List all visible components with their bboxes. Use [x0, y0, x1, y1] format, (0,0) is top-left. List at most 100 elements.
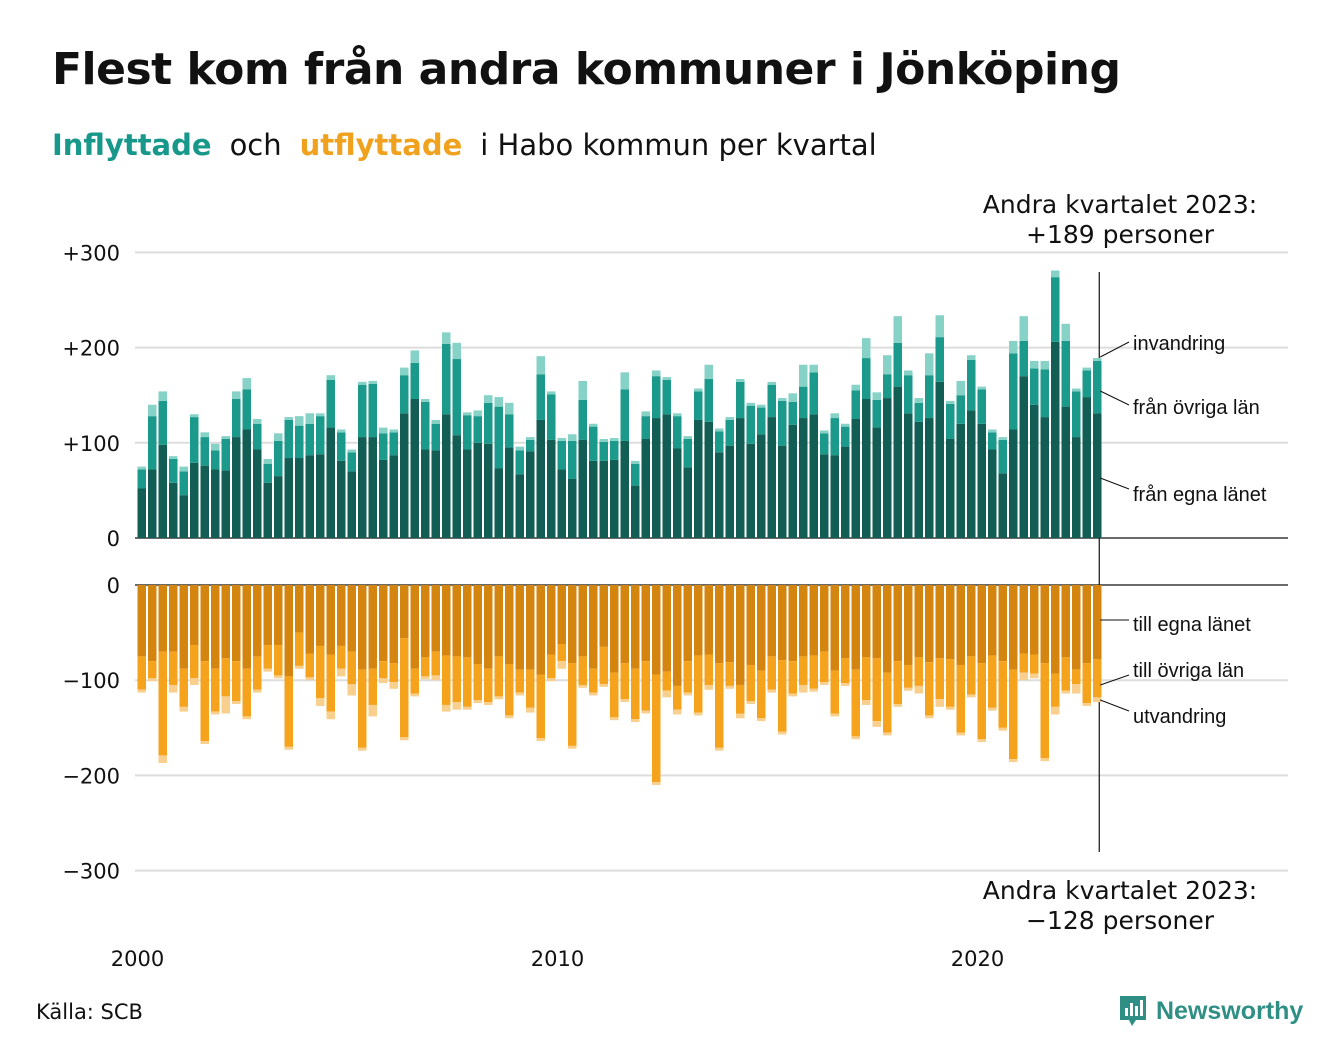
- bar-out-utvandring: [337, 668, 346, 677]
- bar-in-ovriga: [883, 374, 892, 399]
- bar-in-egna: [904, 413, 913, 538]
- subtitle-utflyttade: utflyttade: [299, 128, 463, 162]
- bar-in-egna: [1051, 341, 1060, 538]
- bar-in-invandring: [715, 428, 724, 432]
- bar-in-egna: [347, 471, 356, 538]
- bar-in-egna: [274, 476, 283, 538]
- bar-out-ovriga: [725, 662, 734, 686]
- bar-out-utvandring: [715, 747, 724, 751]
- bar-out-utvandring: [683, 692, 692, 696]
- bar-out-egna: [599, 585, 608, 647]
- bar-in-ovriga: [788, 401, 797, 425]
- bar-out-ovriga: [158, 651, 167, 756]
- bar-in-egna: [610, 459, 619, 538]
- bar-out-ovriga: [610, 672, 619, 718]
- bar-out-ovriga: [1082, 663, 1091, 704]
- bar-in-invandring: [179, 466, 188, 472]
- bar-out-egna: [1072, 585, 1081, 670]
- bar-in-invandring: [883, 355, 892, 375]
- bar-in-ovriga: [599, 441, 608, 461]
- bar-out-egna: [1082, 585, 1091, 664]
- bar-in-invandring: [778, 398, 787, 401]
- bar-in-egna: [652, 418, 661, 538]
- bar-in-ovriga: [946, 403, 955, 439]
- bar-out-ovriga: [662, 671, 671, 691]
- bar-in-invandring: [757, 404, 766, 408]
- bar-in-invandring: [568, 434, 577, 441]
- bar-out-egna: [536, 585, 545, 675]
- annotation-bottom: Andra kvartalet 2023: −128 personer: [960, 876, 1280, 936]
- bar-in-egna: [799, 418, 808, 538]
- bar-in-egna: [494, 468, 503, 538]
- bar-in-invandring: [862, 338, 871, 359]
- bar-out-ovriga: [998, 661, 1007, 728]
- bar-in-invandring: [515, 446, 524, 451]
- bar-in-ovriga: [358, 384, 367, 438]
- bar-out-ovriga: [515, 669, 524, 693]
- bar-in-ovriga: [442, 343, 451, 415]
- chart-subtitle: Inflyttade och utflyttade i Habo kommun per…: [52, 128, 895, 162]
- bar-in-ovriga: [326, 379, 335, 428]
- bar-out-ovriga: [1040, 663, 1049, 759]
- bar-in-ovriga: [904, 375, 913, 414]
- bar-in-ovriga: [725, 419, 734, 446]
- bar-out-egna: [641, 585, 650, 662]
- bar-in-invandring: [1051, 270, 1060, 278]
- bar-in-ovriga: [662, 379, 671, 415]
- bar-in-egna: [316, 454, 325, 538]
- bar-in-invandring: [799, 364, 808, 387]
- bar-in-ovriga: [473, 416, 482, 443]
- bar-in-egna: [536, 419, 545, 538]
- bar-out-egna: [326, 585, 335, 655]
- bar-in-egna: [568, 478, 577, 538]
- bar-in-egna: [715, 452, 724, 538]
- bar-out-ovriga: [778, 660, 787, 732]
- bar-in-invandring: [505, 402, 514, 415]
- series-label-in-2: från egna länet: [1133, 484, 1267, 506]
- bar-in-invandring: [1040, 360, 1049, 370]
- bar-in-ovriga: [1061, 340, 1070, 407]
- bar-in-ovriga: [956, 395, 965, 424]
- bar-in-ovriga: [862, 358, 871, 400]
- bar-out-egna: [400, 585, 409, 639]
- bar-out-ovriga: [883, 672, 892, 733]
- bar-out-ovriga: [977, 663, 986, 740]
- bar-out-utvandring: [736, 713, 745, 719]
- bar-in-ovriga: [694, 391, 703, 420]
- bar-out-ovriga: [862, 657, 871, 701]
- bar-out-utvandring: [631, 719, 640, 723]
- bar-out-utvandring: [379, 678, 388, 684]
- bar-in-egna: [757, 434, 766, 538]
- bar-out-egna: [631, 585, 640, 669]
- bar-in-ovriga: [820, 433, 829, 455]
- bar-in-egna: [851, 419, 860, 538]
- bar-out-utvandring: [515, 692, 524, 696]
- bar-out-ovriga: [620, 663, 629, 700]
- bar-in-invandring: [1082, 367, 1091, 371]
- y-tick-in-1: +200: [62, 337, 120, 361]
- bar-in-ovriga: [704, 379, 713, 422]
- bar-in-egna: [620, 440, 629, 538]
- bar-in-egna: [589, 460, 598, 538]
- bar-out-ovriga: [946, 659, 955, 707]
- bar-out-egna: [872, 585, 881, 659]
- bar-out-egna: [169, 585, 178, 652]
- bar-in-ovriga: [431, 423, 440, 451]
- bar-in-egna: [778, 445, 787, 538]
- bar-in-invandring: [1019, 316, 1028, 341]
- bar-in-egna: [379, 459, 388, 538]
- bar-in-egna: [725, 445, 734, 538]
- bar-out-utvandring: [137, 689, 146, 693]
- subtitle-rest: i Habo kommun per kvartal: [480, 128, 877, 162]
- bar-out-egna: [316, 585, 325, 646]
- bar-in-egna: [736, 418, 745, 538]
- bar-out-ovriga: [284, 676, 293, 747]
- bar-in-invandring: [169, 456, 178, 459]
- bar-in-invandring: [652, 370, 661, 377]
- bar-out-utvandring: [578, 684, 587, 688]
- bar-in-invandring: [274, 433, 283, 441]
- bar-out-ovriga: [326, 654, 335, 712]
- bar-in-invandring: [641, 411, 650, 417]
- bar-in-invandring: [904, 370, 913, 376]
